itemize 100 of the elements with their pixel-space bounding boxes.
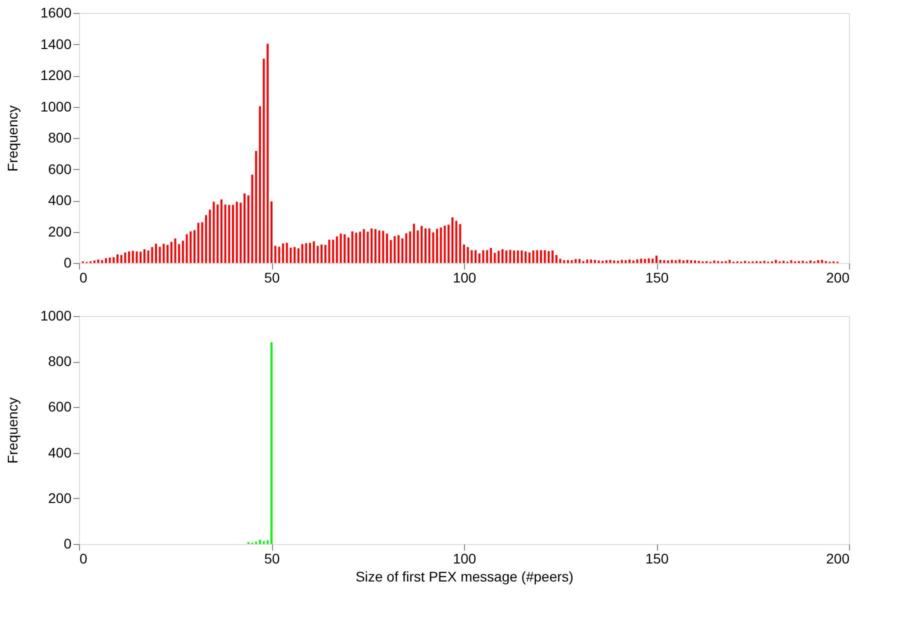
y-tick-label: 1200 <box>40 67 72 83</box>
bar <box>466 247 469 263</box>
bar <box>270 201 272 263</box>
bar <box>174 238 176 263</box>
bar <box>190 231 192 263</box>
bar <box>644 258 646 263</box>
bar <box>536 250 538 263</box>
bar <box>182 240 184 263</box>
x-tick-label: 0 <box>80 270 88 286</box>
x-tick-label: 100 <box>452 550 476 566</box>
bar <box>594 260 596 263</box>
bar <box>147 250 150 263</box>
bar <box>258 106 261 263</box>
bar <box>394 236 396 263</box>
bar <box>370 228 373 263</box>
bar <box>290 248 292 263</box>
y-tick-label: 0 <box>64 536 72 552</box>
bar <box>528 252 530 263</box>
x-tick-label: 0 <box>80 550 88 566</box>
bar <box>240 202 242 263</box>
bar <box>440 228 442 263</box>
bar <box>409 231 412 263</box>
bar <box>490 248 492 263</box>
bar <box>344 234 346 263</box>
bar <box>112 257 115 263</box>
bar <box>140 252 142 263</box>
bar <box>208 210 211 263</box>
bar <box>570 260 573 263</box>
bar <box>520 250 523 263</box>
bar <box>428 228 430 263</box>
bar <box>563 260 566 263</box>
bar <box>670 260 673 263</box>
bar <box>362 229 365 263</box>
bar <box>194 230 196 263</box>
bar <box>266 44 269 263</box>
bar <box>540 250 542 263</box>
bar <box>586 260 588 263</box>
bar <box>236 202 238 263</box>
bar <box>101 260 104 263</box>
bar <box>821 260 824 263</box>
bar <box>278 246 280 263</box>
bar <box>552 250 554 263</box>
bar <box>578 259 580 263</box>
y-tick-label: 400 <box>48 192 72 208</box>
x-tick-label: 50 <box>264 270 280 286</box>
bar <box>359 232 362 263</box>
bar <box>459 224 462 263</box>
bar <box>420 226 423 263</box>
bar <box>170 242 172 263</box>
bar <box>266 540 269 544</box>
bar <box>509 250 512 263</box>
bar <box>444 226 446 263</box>
bar <box>398 235 400 263</box>
bar <box>228 204 230 263</box>
y-tick-label: 800 <box>48 130 72 146</box>
bar <box>516 250 519 263</box>
bar <box>244 193 246 263</box>
bar <box>474 250 477 263</box>
bar <box>166 244 169 263</box>
bar <box>340 234 342 263</box>
bar <box>482 250 484 263</box>
y-tick-label: 1000 <box>40 308 72 324</box>
bar <box>486 250 488 263</box>
y-tick-label: 200 <box>48 490 72 506</box>
bar <box>656 256 658 263</box>
bar <box>532 250 534 263</box>
bar <box>212 202 215 263</box>
bar <box>640 258 642 263</box>
y-tick-label: 800 <box>48 353 72 370</box>
y-tick-label: 200 <box>48 223 72 240</box>
bar <box>690 260 692 263</box>
bar <box>274 246 276 263</box>
bar <box>224 204 226 263</box>
x-tick-label: 100 <box>452 270 476 286</box>
y-tick-label: 400 <box>48 444 72 460</box>
bar <box>97 260 100 263</box>
bar <box>470 250 473 263</box>
bar <box>678 260 681 263</box>
bar <box>424 228 426 263</box>
bar <box>305 243 308 263</box>
bar <box>478 253 480 263</box>
y-tick-label: 0 <box>64 254 72 270</box>
bar <box>663 260 666 263</box>
bar <box>297 248 300 263</box>
bar <box>332 240 334 263</box>
bar <box>432 232 434 263</box>
x-tick-label: 50 <box>264 550 280 566</box>
y-tick-label: 600 <box>48 160 72 177</box>
bar <box>270 342 272 544</box>
bar <box>374 229 376 263</box>
bar <box>624 260 627 263</box>
bar <box>609 260 612 263</box>
bar <box>559 258 562 263</box>
bar <box>336 236 338 263</box>
bar <box>232 204 234 263</box>
bar <box>386 234 388 263</box>
x-tick-label: 200 <box>826 270 850 286</box>
bar <box>405 233 408 263</box>
bar <box>566 260 569 263</box>
y-tick-label: 1600 <box>40 4 72 20</box>
